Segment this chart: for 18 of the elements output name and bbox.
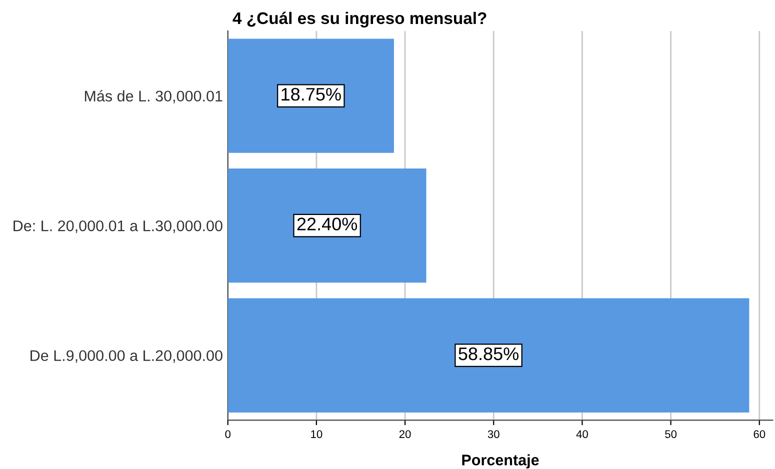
x-tick-label: 40 (576, 430, 588, 438)
x-tick-label: 60 (754, 430, 766, 438)
x-tick-label: 0 (225, 430, 231, 438)
x-axis-title: Porcentaje (462, 454, 539, 468)
data-label: 58.85% (458, 347, 519, 360)
x-tick-label: 20 (399, 430, 411, 438)
data-label: 22.40% (297, 218, 358, 230)
y-tick-label: De: L. 20,000.01 a L.30,000.00 (14, 220, 222, 234)
bar (228, 168, 426, 283)
x-tick-label: 30 (488, 430, 500, 438)
data-label: 18.75% (282, 88, 341, 101)
bar (228, 38, 394, 153)
bar (228, 298, 750, 412)
y-tick-label: De L.9,000.00 a L.20,000.00 (30, 350, 222, 363)
y-tick-label: Más de L. 30,000.01 (84, 90, 222, 104)
x-tick-label: 10 (311, 430, 322, 438)
x-tick-label: 50 (665, 430, 677, 438)
chart-title: 4 ¿Cuál es su ingreso mensual? (232, 12, 486, 28)
